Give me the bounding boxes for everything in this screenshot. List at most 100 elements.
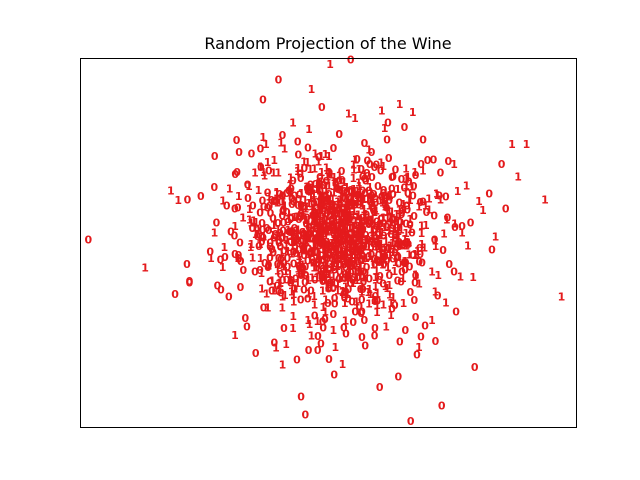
- data-point: 1: [346, 264, 354, 277]
- data-point: 1: [317, 231, 325, 244]
- data-point: 0: [284, 260, 292, 273]
- data-point: 1: [318, 199, 326, 212]
- data-point: 0: [326, 210, 334, 223]
- data-point: 1: [358, 286, 366, 299]
- data-point: 1: [356, 216, 364, 229]
- data-point: 1: [406, 223, 414, 236]
- data-point: 1: [344, 196, 352, 209]
- data-point: 1: [330, 276, 338, 289]
- data-point: 1: [384, 243, 392, 256]
- data-point: 0: [373, 216, 381, 229]
- data-point: 0: [260, 201, 268, 214]
- data-point: 1: [246, 214, 254, 227]
- data-point: 0: [402, 237, 410, 250]
- data-point: 0: [359, 250, 367, 263]
- data-point: 0: [268, 243, 276, 256]
- data-point: 1: [366, 250, 374, 263]
- data-point: 0: [409, 249, 417, 262]
- data-point: 1: [301, 194, 309, 207]
- data-point: 0: [451, 221, 459, 234]
- data-point: 0: [337, 227, 345, 240]
- data-point: 0: [304, 141, 312, 154]
- data-point: 1: [329, 212, 337, 225]
- data-point: 0: [348, 242, 356, 255]
- data-point: 1: [277, 246, 285, 259]
- data-point: 1: [310, 219, 318, 232]
- data-point: 0: [266, 276, 274, 289]
- data-point: 1: [281, 199, 289, 212]
- data-point: 1: [247, 238, 255, 251]
- data-point: 1: [377, 238, 385, 251]
- data-point: 0: [319, 315, 327, 328]
- data-point: 0: [258, 235, 266, 248]
- data-point: 0: [380, 250, 388, 263]
- data-point: 0: [336, 225, 344, 238]
- data-point: 0: [383, 202, 391, 215]
- data-point: 0: [304, 185, 312, 198]
- data-point: 1: [339, 220, 347, 233]
- data-point: 0: [302, 260, 310, 273]
- data-point: 1: [404, 171, 412, 184]
- data-point: 0: [319, 275, 327, 288]
- data-point: 0: [329, 282, 337, 295]
- data-point: 1: [342, 256, 350, 269]
- data-point: 1: [419, 164, 427, 177]
- data-point: 0: [358, 242, 366, 255]
- data-point: 0: [305, 181, 313, 194]
- data-point: 1: [298, 267, 306, 280]
- data-point: 0: [370, 253, 378, 266]
- data-point: 1: [326, 195, 334, 208]
- data-point: 0: [317, 228, 325, 241]
- data-point: 0: [366, 191, 374, 204]
- data-point: 0: [266, 252, 274, 265]
- data-point: 1: [296, 234, 304, 247]
- data-point: 1: [270, 154, 278, 167]
- data-point: 0: [358, 306, 366, 319]
- data-point: 1: [402, 257, 410, 270]
- data-point: 0: [400, 256, 408, 269]
- data-point: 1: [316, 248, 324, 261]
- data-point: 0: [241, 312, 249, 325]
- data-point: 1: [454, 185, 462, 198]
- data-point: 1: [400, 297, 408, 310]
- data-point: 1: [324, 282, 332, 295]
- data-point: 1: [388, 206, 396, 219]
- data-point: 1: [322, 263, 330, 276]
- data-point: 1: [231, 220, 239, 233]
- data-point: 0: [336, 243, 344, 256]
- data-point: 1: [374, 233, 382, 246]
- data-point: 1: [368, 213, 376, 226]
- data-point: 0: [311, 274, 319, 287]
- data-point: 0: [304, 255, 312, 268]
- data-point: 0: [84, 233, 92, 246]
- data-point: 0: [326, 277, 334, 290]
- data-point: 1: [353, 241, 361, 254]
- data-point: 0: [368, 146, 376, 159]
- data-point: 0: [314, 330, 322, 343]
- data-point: 0: [317, 338, 325, 351]
- data-point: 0: [374, 294, 382, 307]
- data-point: 0: [344, 292, 352, 305]
- data-point: 1: [257, 252, 265, 265]
- data-point: 1: [343, 231, 351, 244]
- data-point: 0: [214, 279, 222, 292]
- data-point: 1: [313, 220, 321, 233]
- data-point: 1: [282, 240, 290, 253]
- data-point: 1: [326, 58, 334, 71]
- data-point: 1: [318, 269, 326, 282]
- data-point: 1: [362, 252, 370, 265]
- data-point: 0: [258, 217, 266, 230]
- data-point: 0: [322, 239, 330, 252]
- data-point: 1: [402, 173, 410, 186]
- data-point: 1: [332, 234, 340, 247]
- data-point: 1: [412, 269, 420, 282]
- data-point: 0: [312, 178, 320, 191]
- data-point: 0: [406, 286, 414, 299]
- data-point: 1: [312, 261, 320, 274]
- data-point: 1: [359, 193, 367, 206]
- data-point: 0: [318, 198, 326, 211]
- data-point: 1: [398, 238, 406, 251]
- data-point: 0: [362, 209, 370, 222]
- data-point: 1: [428, 314, 436, 327]
- data-point: 0: [319, 198, 327, 211]
